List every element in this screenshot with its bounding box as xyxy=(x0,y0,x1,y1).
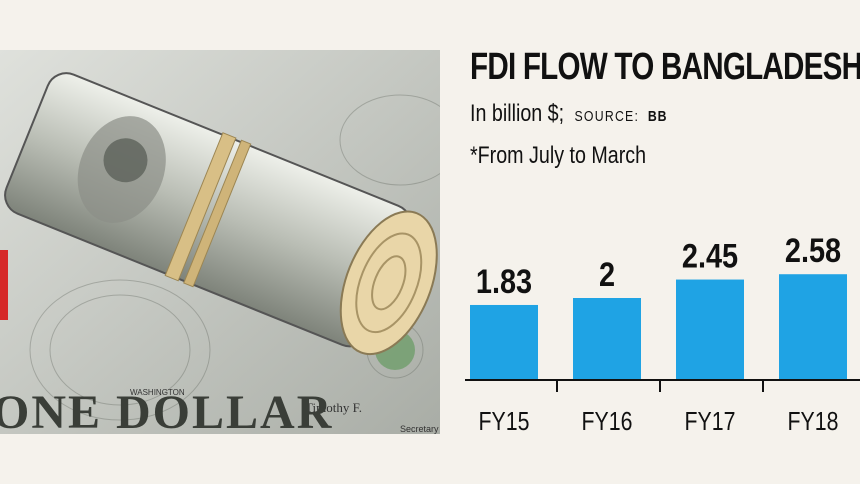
secretary-text: Secretary xyxy=(400,424,439,434)
dollar-bills-photo: Timothy F. Secretary WASHINGTON ONE DOLL… xyxy=(0,50,440,434)
chart-subtitle: In billion $; SOURCE: BB xyxy=(470,100,667,128)
tick-label-fy18: FY18 xyxy=(788,407,839,437)
rolled-bills xyxy=(4,72,438,356)
bill-engraving xyxy=(29,94,440,421)
value-label-fy18: 2.58 xyxy=(785,231,841,270)
value-label-fy16: 2 xyxy=(599,255,615,294)
bar-fy18 xyxy=(779,274,847,380)
signature-text: Timothy F. xyxy=(305,400,362,415)
red-item xyxy=(0,250,8,320)
value-label-fy15: 1.83 xyxy=(476,262,532,301)
tick-label-fy17: FY17 xyxy=(685,407,736,437)
fdi-bar-chart: 1.83 FY15 2 FY16 2.45 FY17 2.58 FY18 xyxy=(465,231,860,437)
bar-fy17 xyxy=(676,279,744,380)
chart-note: *From July to March xyxy=(470,142,647,169)
value-label-fy17: 2.45 xyxy=(682,236,738,275)
tick-label-fy15: FY15 xyxy=(479,407,530,437)
bar-fy15 xyxy=(470,304,538,380)
tick-label-fy16: FY16 xyxy=(582,407,633,437)
source-label: SOURCE: xyxy=(574,108,640,125)
units-label: In billion $; xyxy=(470,100,565,127)
source-value: BB xyxy=(647,108,668,125)
dollar-illustration: Timothy F. Secretary WASHINGTON ONE DOLL… xyxy=(0,50,440,434)
bar-fy16 xyxy=(573,298,641,380)
chart-title: FDI FLOW TO BANGLADESH xyxy=(470,46,860,88)
one-dollar-banner: ONE DOLLAR xyxy=(0,386,333,434)
washington-text: WASHINGTON xyxy=(130,388,185,397)
